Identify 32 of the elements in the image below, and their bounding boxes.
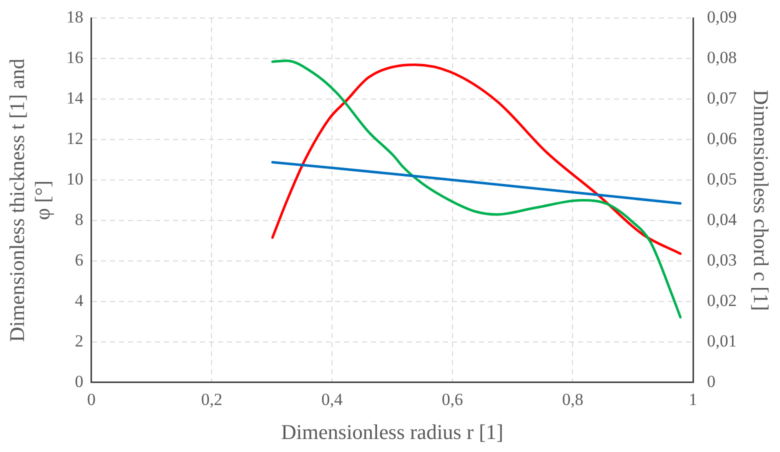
x-tick-label: 0,6 bbox=[442, 390, 464, 410]
y-tick-label: 10 bbox=[66, 170, 84, 189]
y2-tick-label: 0,02 bbox=[707, 290, 737, 310]
y2-tick-label: 0,08 bbox=[707, 48, 737, 68]
y-tick-label: 12 bbox=[66, 129, 84, 148]
line-series bbox=[271, 63, 682, 255]
y-tick-label: 6 bbox=[74, 250, 84, 270]
y2-tick-label: 0 bbox=[707, 372, 716, 391]
y2-tick-label: 0,03 bbox=[707, 250, 737, 270]
y2-tick-label: 0,05 bbox=[707, 170, 737, 189]
y2-tick-label: 0,07 bbox=[707, 88, 738, 108]
y2-tick-label: 0,01 bbox=[707, 331, 737, 350]
y2-tick-label: 0,06 bbox=[707, 129, 737, 148]
y-axis-title: Dimensionless thickness t [1] and φ [°] bbox=[5, 58, 54, 342]
x-tick-label: 1 bbox=[688, 390, 698, 410]
y-tick-label: 0 bbox=[74, 372, 84, 391]
x-axis-title: Dimensionless radius r [1] bbox=[281, 420, 504, 444]
y2-axis-title: Dimensionless chord c [1] bbox=[748, 90, 773, 311]
x-tick-label: 0 bbox=[87, 390, 96, 410]
y-tick-label: 4 bbox=[74, 290, 84, 310]
line-series bbox=[271, 161, 682, 205]
line-series bbox=[271, 59, 682, 318]
y-tick-label: 2 bbox=[74, 331, 84, 350]
y-tick-label: 8 bbox=[74, 210, 84, 229]
x-tick-label: 0,2 bbox=[201, 390, 222, 410]
x-tick-label: 0,8 bbox=[562, 390, 584, 410]
y2-tick-label: 0,04 bbox=[707, 210, 738, 229]
y-tick-label: 18 bbox=[66, 8, 84, 27]
y-tick-label: 14 bbox=[66, 88, 84, 108]
x-tick-label: 0,4 bbox=[321, 390, 344, 410]
y2-tick-label: 0,09 bbox=[707, 8, 737, 27]
y-tick-label: 16 bbox=[66, 48, 84, 68]
